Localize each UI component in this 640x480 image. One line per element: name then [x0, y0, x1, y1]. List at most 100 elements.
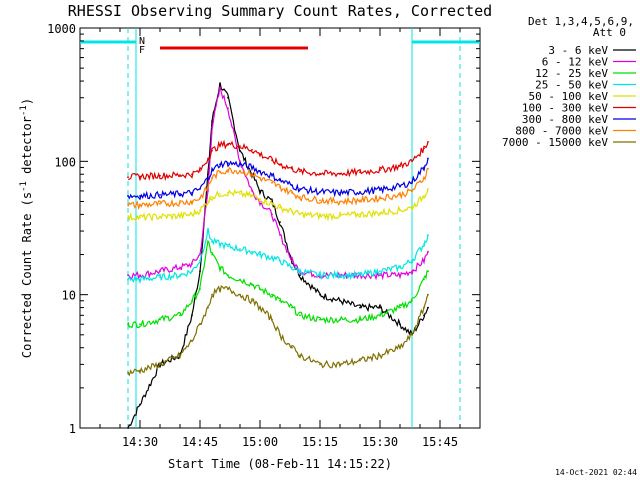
series-1-point-8: [211, 120, 213, 123]
series-7-point-21: [379, 189, 381, 191]
series-8-point-9: [219, 171, 221, 174]
series-3-point-7: [207, 240, 209, 243]
series-1-point-22: [399, 323, 401, 326]
series-7-point-10: [227, 162, 229, 164]
series-8-point-8: [211, 177, 213, 179]
series-1-point-1: [127, 427, 129, 429]
series-7-point-22: [399, 185, 401, 188]
series-3-point-19: [339, 318, 341, 321]
series-3-point-4: [179, 314, 181, 317]
y-axis-label-part1: Corrected Count Rate (s: [20, 192, 34, 358]
legend-header-line1: Det 1,3,4,5,6,9,: [528, 15, 634, 28]
series-8-point-25: [427, 167, 429, 170]
series-1-point-19: [339, 299, 341, 302]
series-5-point-24: [423, 195, 425, 197]
series-6-point-7: [207, 157, 209, 160]
series-4-point-16: [291, 266, 293, 269]
series-8-point-24: [423, 177, 425, 179]
series-9-point-1: [127, 371, 129, 374]
series-6-point-15: [279, 163, 281, 166]
series-4-point-2: [139, 278, 141, 281]
series-5-point-6: [199, 209, 201, 212]
legend-label-5: 50 - 100 keV: [529, 90, 609, 103]
series-8-point-21: [379, 197, 381, 199]
series-8-point-4: [179, 201, 181, 204]
series-7-point-3: [159, 194, 161, 196]
series-2-point-22: [399, 274, 401, 277]
series-9-point-12: [251, 299, 253, 302]
series-4-point-24: [423, 243, 425, 245]
series-6-point-16: [291, 167, 293, 170]
series-7-point-14: [271, 174, 273, 177]
series-8-point-11: [239, 169, 241, 172]
series-5-point-13: [259, 198, 261, 201]
series-2-point-5: [191, 263, 193, 265]
series-2-point-7: [207, 190, 209, 192]
series-7-point-5: [191, 191, 193, 194]
series-5-point-1: [127, 216, 129, 219]
series-3-point-25: [427, 270, 429, 273]
y-tick-label-4: 1000: [47, 22, 76, 36]
series-4-point-6: [199, 259, 201, 262]
series-7-point-6: [199, 188, 201, 190]
series-1-point-21: [379, 306, 381, 309]
series-9-point-8: [211, 293, 213, 296]
legend-label-3: 12 - 25 keV: [535, 67, 608, 80]
y-tick-label-2: 10: [62, 289, 76, 303]
series-3-point-17: [299, 314, 301, 317]
series-4-point-20: [359, 274, 361, 277]
series-9-point-18: [319, 363, 321, 366]
flare-marker-label: F: [139, 45, 145, 56]
series-5-point-21: [379, 212, 381, 214]
series-8-point-10: [227, 169, 229, 171]
series-9-point-24: [423, 306, 425, 309]
legend-label-2: 6 - 12 keV: [542, 56, 609, 69]
series-8-point-17: [299, 196, 301, 198]
series-5-point-11: [239, 192, 241, 195]
series-4-point-10: [227, 245, 229, 248]
series-6-point-8: [211, 149, 213, 152]
series-1-point-5: [191, 314, 193, 317]
series-5-point-4: [179, 214, 181, 217]
series-4-point-14: [271, 256, 273, 259]
series-4-point-3: [159, 276, 161, 279]
series-9-point-5: [191, 340, 193, 342]
series-3-point-24: [423, 278, 425, 281]
x-tick-label-4: 15:15: [302, 435, 338, 449]
time-markers: NF: [80, 28, 480, 428]
series-3-point-12: [251, 283, 253, 286]
series-5-point-14: [271, 202, 273, 205]
series-6-point-13: [259, 153, 261, 156]
series-6-point-22: [399, 165, 401, 168]
series-8-point-22: [399, 194, 401, 196]
series-4-point-9: [219, 243, 221, 245]
series-8-point-13: [259, 177, 261, 179]
series-2-point-6: [199, 253, 201, 256]
series-3-point-8: [211, 253, 213, 256]
series-1-point-6: [199, 270, 201, 273]
legend-label-1: 3 - 6 keV: [548, 44, 608, 57]
series-5-point-25: [427, 188, 429, 190]
series-8-point-15: [279, 186, 281, 189]
series-5-point-10: [227, 191, 229, 194]
chart-title: RHESSI Observing Summary Count Rates, Co…: [68, 2, 492, 20]
series-7-point-24: [423, 166, 425, 169]
series-3-point-2: [139, 323, 141, 326]
series-3-point-6: [199, 288, 201, 291]
series-line-2: [127, 86, 429, 281]
series-2-point-15: [279, 234, 281, 236]
series-6-point-18: [319, 172, 321, 175]
y-axis-label-part3: ): [20, 98, 34, 105]
series-6-point-9: [219, 144, 221, 147]
series-8-point-6: [199, 197, 201, 199]
series-8-point-3: [159, 202, 161, 205]
series-5-point-5: [191, 213, 193, 216]
series-9-point-14: [271, 318, 273, 321]
series-7-point-19: [339, 191, 341, 194]
series-line-8: [127, 166, 429, 211]
series-6-point-19: [339, 172, 341, 175]
series-1-point-25: [427, 306, 429, 309]
series-9-point-21: [379, 354, 381, 357]
series-4-point-18: [319, 274, 321, 277]
